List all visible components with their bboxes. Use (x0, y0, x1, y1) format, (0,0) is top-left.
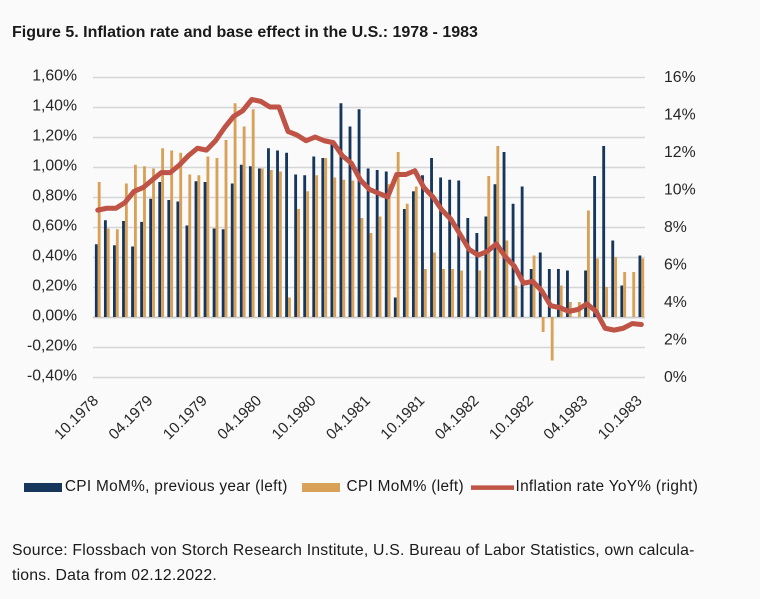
svg-text:0,60%: 0,60% (32, 218, 77, 235)
svg-text:Source: Flossbach von Storch R: Source: Flossbach von Storch Research In… (12, 542, 695, 559)
svg-text:10%: 10% (664, 181, 696, 198)
svg-text:CPI MoM%, previous year (left): CPI MoM%, previous year (left) (65, 478, 288, 495)
svg-text:1,40%: 1,40% (32, 98, 77, 115)
svg-text:0,00%: 0,00% (32, 308, 77, 325)
svg-text:Figure 5. Inflation rate and b: Figure 5. Inflation rate and base effect… (12, 24, 478, 41)
svg-text:2%: 2% (664, 331, 687, 348)
svg-text:6%: 6% (664, 256, 687, 273)
svg-text:0,40%: 0,40% (32, 248, 77, 265)
svg-text:8%: 8% (664, 219, 687, 236)
svg-text:16%: 16% (664, 69, 696, 86)
svg-text:0%: 0% (664, 369, 687, 386)
svg-text:Inflation rate YoY% (right): Inflation rate YoY% (right) (516, 478, 699, 495)
svg-text:4%: 4% (664, 294, 687, 311)
svg-text:0,20%: 0,20% (32, 278, 77, 295)
svg-text:1,00%: 1,00% (32, 158, 77, 175)
svg-text:-0,20%: -0,20% (27, 338, 77, 355)
svg-text:12%: 12% (664, 144, 696, 161)
svg-text:14%: 14% (664, 106, 696, 123)
svg-text:tions. Data from 02.12.2022.: tions. Data from 02.12.2022. (12, 567, 217, 584)
svg-text:0,80%: 0,80% (32, 188, 77, 205)
svg-text:-0,40%: -0,40% (27, 368, 77, 385)
svg-text:1,60%: 1,60% (32, 68, 77, 85)
svg-text:1,20%: 1,20% (32, 128, 77, 145)
svg-text:CPI MoM% (left): CPI MoM% (left) (347, 478, 464, 495)
